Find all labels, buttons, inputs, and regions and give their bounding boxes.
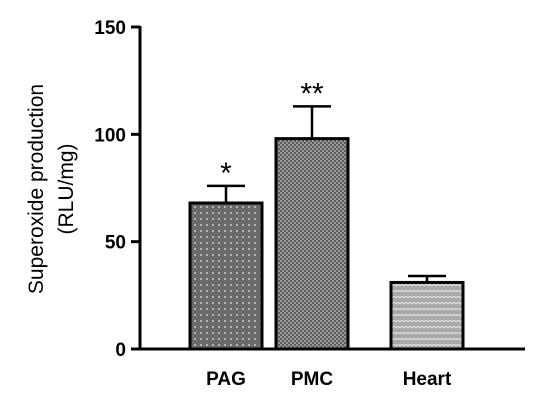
y-axis-label: Superoxide production (RLU/mg) [25,84,78,294]
y-tick-label: 0 [115,340,126,361]
y-tick-label: 50 [105,233,126,254]
error-bars [207,105,446,283]
significance-annotations: *** [220,77,324,189]
significance-annotation: ** [300,77,324,110]
bar-pag [188,201,264,351]
bar-pmc [274,137,350,351]
y-axis-ticks: 0 50 100 150 [94,18,140,361]
x-axis-categories: PAG PMC Heart [206,369,452,390]
significance-annotation: * [220,157,232,190]
x-tick-label: PAG [206,369,246,390]
y-tick-label: 150 [94,18,126,39]
y-axis-label-line2: (RLU/mg) [55,143,78,234]
y-tick-label: 100 [94,125,126,146]
x-tick-label: PMC [291,369,334,390]
x-tick-label: Heart [403,369,452,390]
bar-heart [389,280,465,351]
y-axis-label-line1: Superoxide production [25,84,48,294]
